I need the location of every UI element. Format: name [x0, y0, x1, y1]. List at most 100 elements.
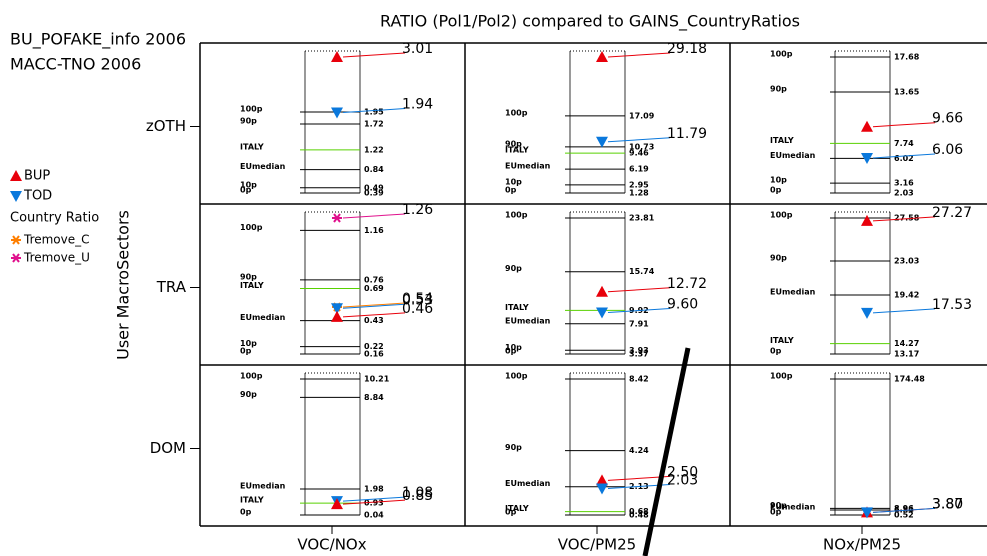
level-name: 10p: [505, 343, 522, 352]
level-name: 100p: [240, 372, 263, 381]
level-name: 90p: [505, 264, 522, 273]
marker: [596, 483, 608, 495]
scribble: [642, 347, 691, 556]
level-name: 0p: [505, 347, 517, 356]
level-name: 100p: [505, 108, 528, 117]
level-value: 10.21: [364, 375, 390, 384]
level-value: 3.37: [629, 350, 649, 359]
marker: [861, 214, 873, 226]
chart-title: RATIO (Pol1/Pol2) compared to GAINS_Coun…: [380, 12, 800, 32]
legend-marker: [10, 170, 22, 181]
level-name: 100p: [505, 372, 528, 381]
marker-label: 9.66: [932, 111, 963, 127]
level-name: 90p: [240, 390, 257, 399]
level-value: 1.72: [364, 119, 384, 128]
marker-line: [872, 216, 936, 222]
level-name: 0p: [505, 186, 517, 195]
level-name: ITALY: [505, 146, 529, 155]
marker-label: 3.80: [932, 496, 963, 512]
marker: [331, 107, 343, 119]
level-name: EUmedian: [505, 316, 551, 325]
marker: [331, 51, 343, 62]
level-name: ITALY: [770, 136, 794, 145]
marker-line: [342, 108, 406, 114]
marker-line: [607, 52, 671, 58]
marker-line: [342, 499, 406, 505]
marker: [861, 307, 873, 319]
marker-line: [872, 507, 936, 513]
level-value: 0.04: [364, 511, 384, 520]
level-name: 0p: [240, 508, 252, 517]
level-value: 0.48: [629, 511, 649, 520]
marker-line: [342, 213, 406, 219]
level-name: 90p: [770, 501, 787, 510]
level-value: 0.39: [364, 189, 384, 198]
level-name: ITALY: [505, 303, 529, 312]
marker: [861, 507, 873, 519]
level-value: 15.74: [629, 267, 655, 276]
level-value: 19.42: [894, 291, 919, 300]
level-name: EUmedian: [240, 162, 286, 171]
level-value: 8.42: [629, 375, 649, 384]
marker-line: [342, 52, 406, 58]
legend-marker: [10, 191, 22, 202]
level-name: 0p: [240, 186, 252, 195]
marker-label: 11.79: [667, 126, 707, 142]
marker-label: 3.01: [402, 41, 433, 57]
level-name: 90p: [505, 443, 522, 452]
level-name: EUmedian: [240, 313, 286, 322]
level-value: 1.22: [364, 145, 384, 154]
level-value: 3.16: [894, 179, 914, 188]
marker: [596, 307, 608, 319]
level-value: 10.73: [629, 142, 654, 151]
col-label: VOC/NOx: [297, 536, 366, 554]
marker-label: 0.46: [402, 301, 433, 317]
level-name: 100p: [505, 211, 528, 220]
level-name: 10p: [770, 176, 787, 185]
level-name: ITALY: [240, 142, 264, 151]
marker-label: 2.50: [667, 464, 698, 480]
marker-line: [607, 308, 671, 314]
level-name: 100p: [770, 50, 793, 59]
marker-line: [342, 312, 406, 318]
level-name: 100p: [240, 223, 263, 232]
level-name: EUmedian: [770, 151, 816, 160]
level-name: EUmedian: [240, 482, 286, 491]
marker-label: 0.54: [402, 291, 433, 307]
level-value: 0.76: [364, 275, 384, 284]
level-name: 90p: [240, 116, 257, 125]
marker-label: 0.85: [402, 488, 433, 504]
marker-label: 2.03: [667, 472, 698, 488]
level-value: 0.49: [364, 183, 384, 192]
marker-label: 1.94: [402, 97, 433, 113]
level-name: EUmedian: [505, 479, 551, 488]
marker-label: 1.26: [402, 202, 433, 218]
marker: [596, 474, 608, 486]
level-value: 1.95: [364, 108, 384, 117]
legend-label: Country Ratio: [10, 211, 99, 226]
marker-label: 27.27: [932, 205, 972, 221]
legend-label: Tremove_U: [23, 251, 90, 265]
col-label: NOx/PM25: [823, 536, 901, 554]
marker-label: 6.06: [932, 142, 963, 158]
level-value: 0.69: [364, 284, 384, 293]
level-value: 0.22: [364, 342, 384, 351]
marker-label: 0.53: [402, 292, 433, 308]
marker-line: [607, 137, 671, 143]
marker-line: [872, 308, 936, 314]
level-value: 23.03: [894, 256, 919, 265]
level-value: 0.16: [364, 350, 384, 359]
level-name: ITALY: [240, 496, 264, 505]
level-value: 8.96: [894, 504, 914, 513]
level-name: 90p: [505, 139, 522, 148]
level-value: 17.68: [894, 53, 920, 62]
marker: [331, 310, 343, 322]
level-value: 14.27: [894, 339, 919, 348]
level-value: 8.84: [364, 393, 384, 402]
marker: [332, 213, 342, 223]
marker-line: [342, 303, 406, 309]
level-value: 2.03: [894, 189, 914, 198]
marker-line: [342, 302, 406, 308]
level-value: 27.58: [894, 214, 920, 223]
